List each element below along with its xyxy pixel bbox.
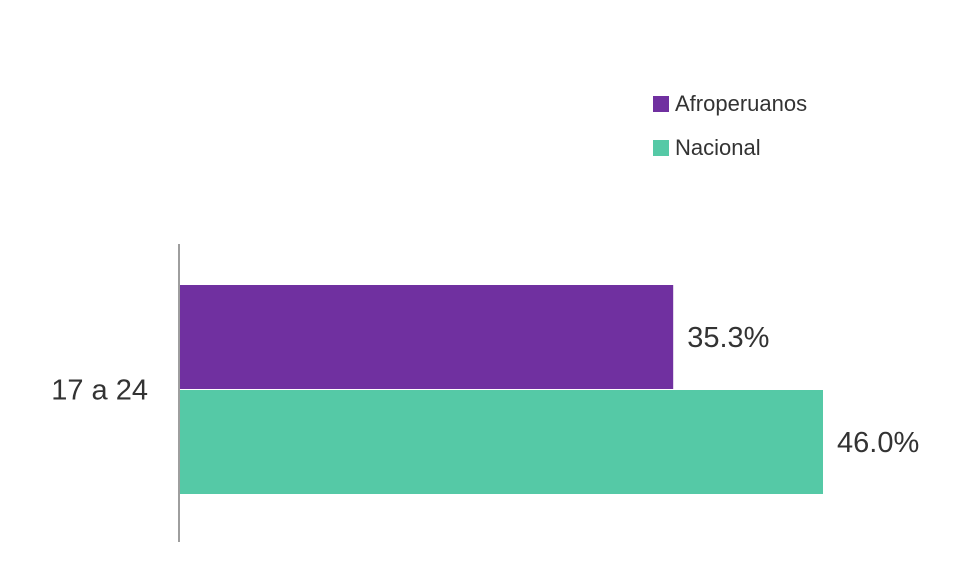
value-label-afroperuanos: 35.3% <box>687 322 769 354</box>
legend: Afroperuanos Nacional <box>653 91 807 160</box>
legend-label-afroperuanos: Afroperuanos <box>675 91 807 116</box>
category-labels: 17 a 24 <box>51 375 148 407</box>
category-label: 17 a 24 <box>51 375 148 407</box>
bars <box>180 285 823 494</box>
value-label-nacional: 46.0% <box>837 427 919 459</box>
legend-swatch-nacional <box>653 140 669 156</box>
value-labels: 35.3% 46.0% <box>687 322 919 459</box>
legend-swatch-afroperuanos <box>653 96 669 112</box>
bar-nacional <box>180 390 823 494</box>
legend-label-nacional: Nacional <box>675 135 761 160</box>
bar-afroperuanos <box>180 285 674 389</box>
